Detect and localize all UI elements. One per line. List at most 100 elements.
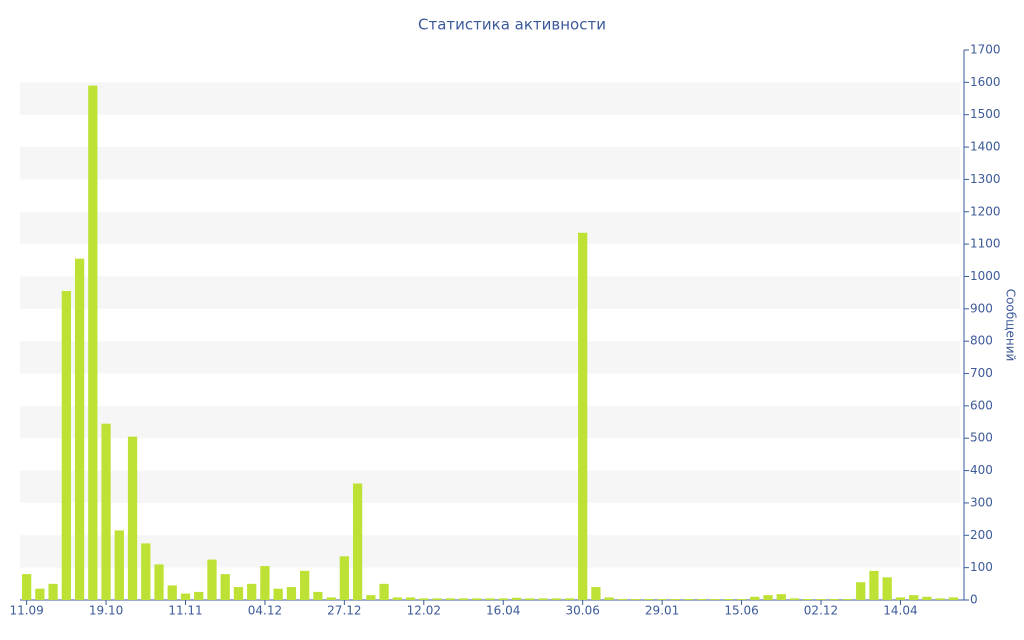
bar bbox=[644, 599, 654, 600]
bar bbox=[366, 595, 376, 600]
bar bbox=[286, 587, 297, 600]
y-tick-label: 400 bbox=[970, 463, 993, 477]
bar bbox=[856, 582, 866, 600]
bar bbox=[842, 599, 853, 600]
y-tick-label: 0 bbox=[970, 593, 978, 607]
y-tick-label: 1300 bbox=[970, 172, 1001, 186]
grid-band bbox=[20, 82, 960, 115]
bar bbox=[326, 597, 336, 600]
bar bbox=[591, 587, 601, 600]
y-tick-label: 800 bbox=[970, 334, 993, 348]
chart-title: Статистика активности bbox=[418, 16, 606, 34]
bar bbox=[750, 596, 760, 600]
bar bbox=[74, 258, 85, 600]
bar bbox=[578, 232, 588, 600]
bar bbox=[564, 598, 575, 600]
bar bbox=[498, 598, 508, 600]
y-tick-label: 600 bbox=[970, 398, 993, 412]
bar bbox=[419, 598, 429, 600]
x-tick-label: 29.01 bbox=[645, 604, 679, 618]
bar bbox=[35, 588, 45, 600]
bar bbox=[127, 436, 138, 600]
bar bbox=[670, 599, 680, 600]
bar bbox=[935, 598, 945, 600]
bar bbox=[61, 291, 71, 600]
y-tick-label: 500 bbox=[970, 431, 993, 445]
x-tick-label: 11.11 bbox=[168, 604, 202, 618]
bar bbox=[882, 577, 892, 600]
bar bbox=[511, 597, 522, 600]
bar bbox=[392, 597, 402, 600]
bar bbox=[538, 598, 548, 600]
grid-band bbox=[20, 276, 960, 309]
bar bbox=[379, 583, 389, 600]
bar bbox=[432, 598, 442, 600]
bar bbox=[141, 543, 151, 600]
bar bbox=[445, 598, 455, 600]
bar bbox=[352, 483, 363, 600]
grid-band bbox=[20, 535, 960, 568]
bar bbox=[114, 530, 124, 600]
y-tick-label: 200 bbox=[970, 528, 993, 542]
y-tick-label: 700 bbox=[970, 366, 993, 380]
bar bbox=[458, 598, 469, 600]
bar bbox=[829, 599, 839, 600]
x-tick-label: 30.06 bbox=[565, 604, 599, 618]
x-tick-label: 27.12 bbox=[327, 604, 361, 618]
x-tick-label: 16.04 bbox=[486, 604, 520, 618]
bar bbox=[948, 597, 959, 600]
bar bbox=[895, 597, 906, 600]
y-tick-label: 1200 bbox=[970, 204, 1001, 218]
bar bbox=[485, 598, 495, 600]
bar bbox=[922, 596, 932, 600]
bar bbox=[683, 599, 694, 600]
bar bbox=[723, 599, 733, 600]
x-tick-label: 15.06 bbox=[724, 604, 758, 618]
bar bbox=[551, 598, 561, 600]
bar bbox=[101, 423, 111, 600]
x-tick-label: 19.10 bbox=[89, 604, 123, 618]
y-tick-label: 1100 bbox=[970, 237, 1001, 251]
bar bbox=[776, 594, 786, 600]
bar bbox=[339, 556, 349, 600]
y-tick-label: 1700 bbox=[970, 43, 1001, 57]
bar bbox=[194, 591, 204, 600]
y-tick-label: 300 bbox=[970, 495, 993, 509]
grid-band bbox=[20, 211, 960, 245]
bar bbox=[631, 599, 641, 600]
bar bbox=[21, 574, 32, 600]
y-tick-label: 1000 bbox=[970, 269, 1001, 283]
y-tick-label: 1500 bbox=[970, 107, 1001, 121]
bar bbox=[405, 597, 416, 600]
bar bbox=[88, 85, 98, 600]
bar bbox=[816, 599, 826, 600]
bar bbox=[180, 593, 191, 600]
bar bbox=[300, 570, 310, 600]
bar bbox=[604, 597, 614, 600]
bar bbox=[233, 587, 244, 600]
bar bbox=[909, 595, 919, 600]
bar bbox=[697, 599, 707, 600]
bar bbox=[736, 599, 747, 600]
bar bbox=[803, 599, 813, 600]
bar bbox=[247, 583, 257, 600]
grid-band bbox=[20, 405, 960, 439]
x-tick-label: 14.04 bbox=[883, 604, 917, 618]
y-tick-label: 900 bbox=[970, 301, 993, 315]
y-axis-title: Сообщений bbox=[1004, 289, 1018, 362]
y-tick-label: 1400 bbox=[970, 140, 1001, 154]
bar bbox=[313, 591, 323, 600]
bar bbox=[220, 574, 230, 600]
x-tick-label: 12.02 bbox=[407, 604, 441, 618]
x-tick-label: 04.12 bbox=[248, 604, 282, 618]
bar bbox=[789, 598, 800, 600]
grid-band bbox=[20, 147, 960, 180]
bar bbox=[260, 566, 270, 600]
bar bbox=[154, 564, 164, 600]
grid-band bbox=[20, 341, 960, 374]
bar bbox=[48, 583, 58, 600]
bar bbox=[167, 585, 177, 600]
y-tick-label: 1600 bbox=[970, 75, 1001, 89]
grid-band bbox=[20, 470, 960, 503]
